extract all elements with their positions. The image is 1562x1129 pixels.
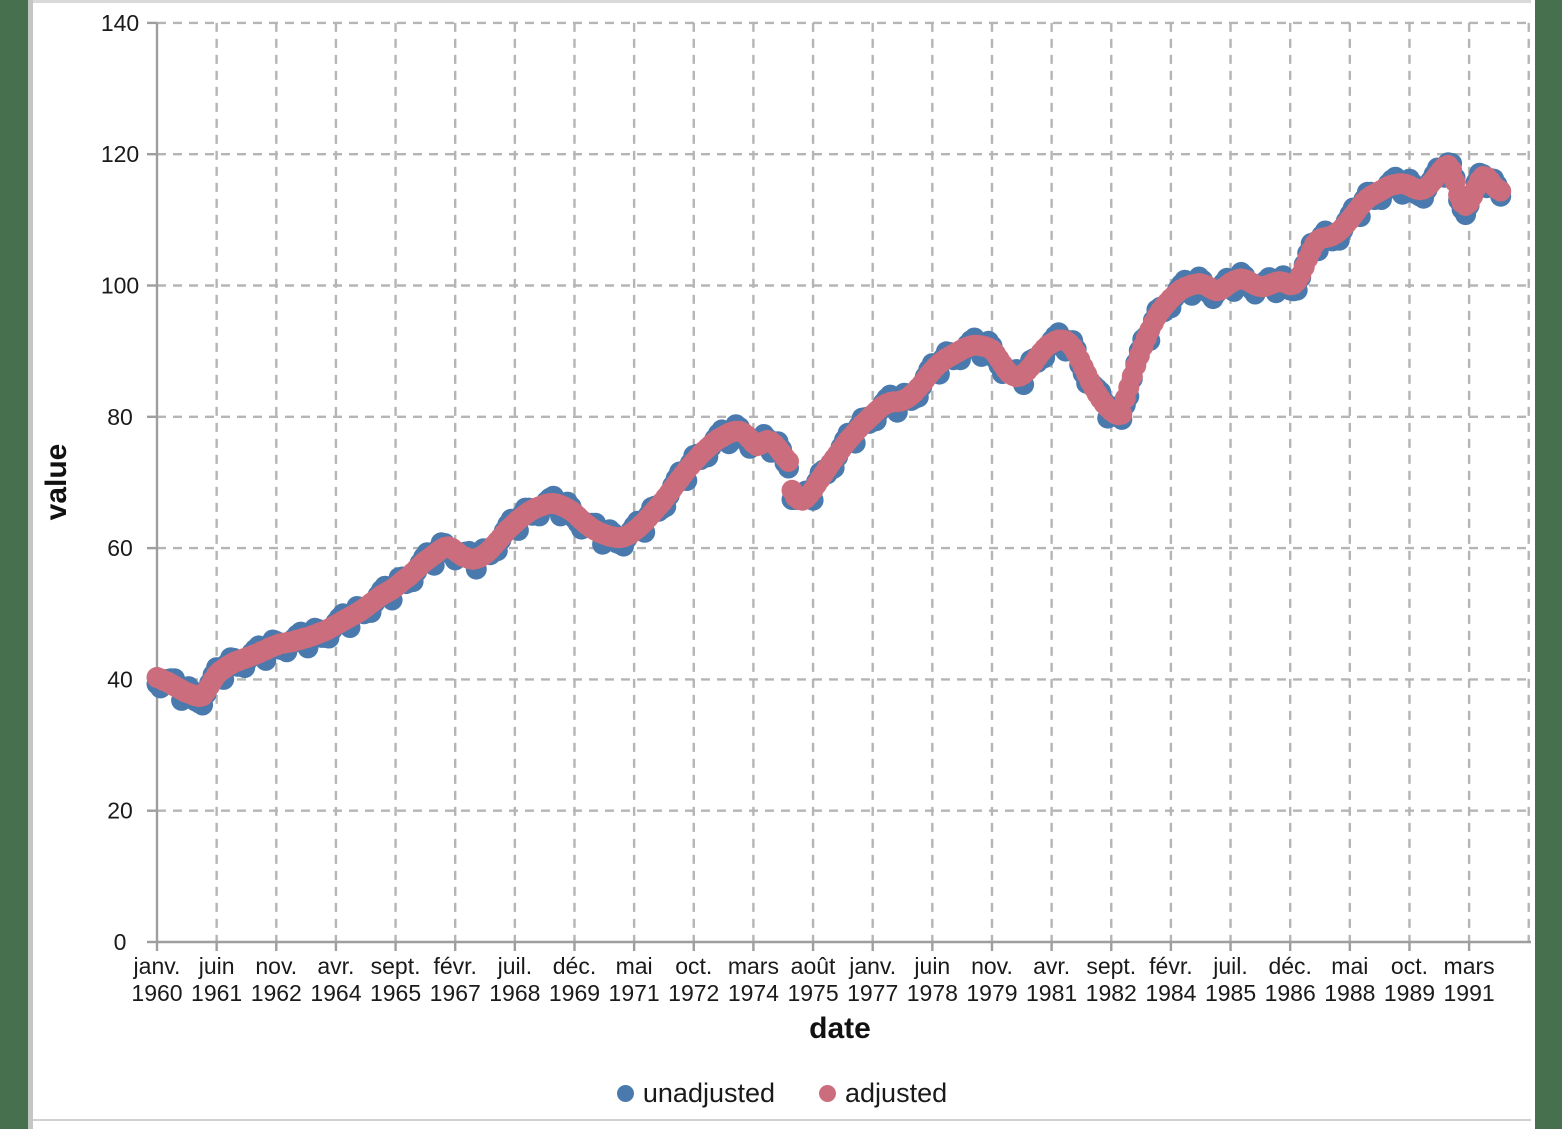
top-border — [33, 0, 1531, 3]
x-tick-year-label: 1984 — [1145, 980, 1196, 1006]
x-tick-month-label: mars — [728, 953, 779, 979]
x-tick-month-label: juin — [913, 953, 950, 979]
x-tick-month-label: sept. — [371, 953, 421, 979]
axes — [155, 22, 1531, 944]
x-tick-month-label: févr. — [1149, 953, 1192, 979]
y-tick-label: 120 — [101, 141, 139, 167]
x-tick-month-label: août — [791, 953, 836, 979]
y-tick-label: 60 — [107, 535, 133, 561]
data-point-adjusted — [1111, 403, 1133, 425]
right-side-bar — [1535, 0, 1562, 1129]
y-tick-label: 100 — [101, 273, 139, 299]
x-tick-year-label: 1971 — [609, 980, 660, 1006]
legend-item-unadjusted: unadjusted — [616, 1078, 776, 1109]
x-tick-month-label: oct. — [1391, 953, 1428, 979]
x-tick-year-label: 1989 — [1384, 980, 1435, 1006]
x-tick-month-label: juil. — [1212, 953, 1248, 979]
x-tick-month-label: juil. — [497, 953, 533, 979]
series-unadjusted — [146, 152, 1512, 716]
y-tick-label: 0 — [114, 929, 127, 955]
x-tick-year-label: 1982 — [1086, 980, 1137, 1006]
legend-label-unadjusted: unadjusted — [642, 1078, 776, 1108]
data-point-adjusted — [778, 450, 799, 472]
x-tick-year-label: 1962 — [251, 980, 302, 1006]
y-axis-title: value — [40, 443, 73, 521]
x-tick-month-label: mai — [616, 953, 653, 979]
bottom-border — [33, 1119, 1531, 1121]
x-tick-year-label: 1986 — [1265, 980, 1316, 1006]
x-tick-month-label: déc. — [1268, 953, 1311, 979]
x-tick-month-label: juin — [198, 953, 235, 979]
x-tick-month-label: avr. — [317, 953, 354, 979]
x-tick-year-label: 1975 — [787, 980, 838, 1006]
x-tick-year-label: 1965 — [370, 980, 421, 1006]
legend: unadjusted adjusted — [33, 1078, 1531, 1109]
x-tick-year-label: 1961 — [191, 980, 242, 1006]
x-tick-month-label: nov. — [971, 953, 1013, 979]
x-tick-month-label: déc. — [553, 953, 596, 979]
y-tick-label: 140 — [101, 10, 139, 36]
x-tick-year-label: 1968 — [489, 980, 540, 1006]
x-tick-year-label: 1988 — [1324, 980, 1375, 1006]
x-tick-month-label: janv. — [133, 953, 181, 979]
x-tick-month-label: janv. — [848, 953, 896, 979]
gridlines — [157, 21, 1530, 942]
y-tick-label: 80 — [107, 404, 133, 430]
x-tick-month-label: sept. — [1086, 953, 1136, 979]
x-tick-year-label: 1978 — [907, 980, 958, 1006]
x-tick-year-label: 1969 — [549, 980, 600, 1006]
legend-dot-adjusted — [819, 1085, 837, 1102]
legend-item-adjusted: adjusted — [819, 1078, 947, 1109]
y-tick-label: 20 — [107, 798, 133, 824]
x-tick-year-label: 1991 — [1444, 980, 1495, 1006]
y-tick-labels: 0 20 40 60 80 100 120 140 — [101, 10, 139, 955]
x-tick-month-label: nov. — [255, 953, 297, 979]
x-tick-labels: janv.1960juin1961nov.1962avr.1964sept.19… — [131, 953, 1494, 1006]
series-adjusted — [146, 154, 1512, 707]
x-tick-year-label: 1977 — [847, 980, 898, 1006]
x-tick-month-label: févr. — [433, 953, 476, 979]
data-point-adjusted — [1490, 180, 1512, 202]
x-tick-month-label: oct. — [675, 953, 712, 979]
x-tick-year-label: 1972 — [668, 980, 719, 1006]
x-tick-year-label: 1960 — [131, 980, 182, 1006]
y-tick-label: 40 — [107, 666, 133, 692]
legend-label-adjusted: adjusted — [845, 1078, 948, 1108]
x-axis-title: date — [809, 1012, 871, 1045]
x-tick-year-label: 1967 — [430, 980, 481, 1006]
x-tick-year-label: 1981 — [1026, 980, 1077, 1006]
left-divider — [28, 0, 33, 1129]
x-tick-month-label: avr. — [1033, 953, 1070, 979]
x-tick-year-label: 1985 — [1205, 980, 1256, 1006]
tick-marks — [147, 21, 1471, 951]
x-tick-year-label: 1974 — [728, 980, 779, 1006]
legend-dot-unadjusted — [616, 1085, 634, 1102]
left-side-bar — [0, 0, 28, 1129]
x-tick-year-label: 1964 — [310, 980, 361, 1006]
x-tick-month-label: mai — [1331, 953, 1368, 979]
x-tick-month-label: mars — [1444, 953, 1495, 979]
x-tick-year-label: 1979 — [966, 980, 1017, 1006]
